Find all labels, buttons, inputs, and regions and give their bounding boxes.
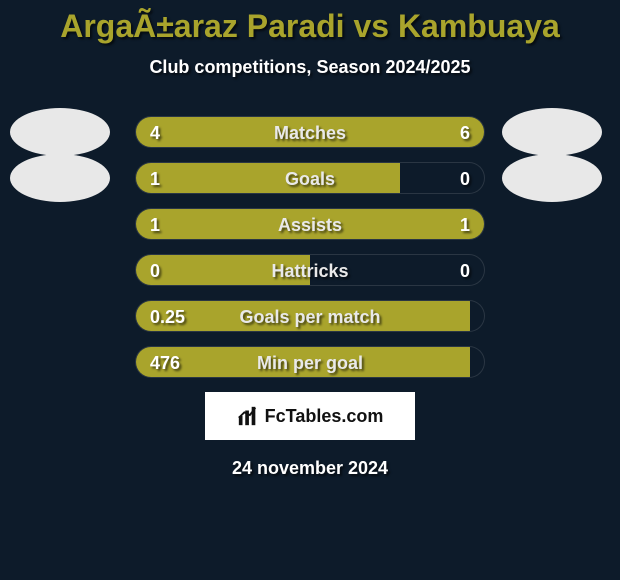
value-left: 1 xyxy=(150,163,160,194)
stat-row: Hattricks0 0 xyxy=(0,254,620,286)
page-title: ArgaÃ±araz Paradi vs Kambuaya xyxy=(0,0,620,45)
avatar-right xyxy=(502,108,602,156)
value-left: 476 xyxy=(150,347,180,378)
bar-container: Matches4 6 xyxy=(135,116,485,148)
logo-suffix: .com xyxy=(341,406,383,426)
stat-label: Min per goal xyxy=(136,347,484,378)
stat-row: Assists1 1 xyxy=(0,208,620,240)
logo-mid: Tables xyxy=(286,406,342,426)
chart-icon xyxy=(237,405,259,427)
stats-area: Matches46Goals10Assists11Hattricks00Goal… xyxy=(0,116,620,378)
logo-plate: FcTables.com xyxy=(205,392,415,440)
bar-container: Goals per match0.25 xyxy=(135,300,485,332)
value-right: 0 xyxy=(460,255,470,286)
value-right: 1 xyxy=(460,209,470,240)
bar-container: Hattricks0 0 xyxy=(135,254,485,286)
logo-text: FcTables.com xyxy=(265,406,384,427)
value-left: 1 xyxy=(150,209,160,240)
bar-container: Assists1 1 xyxy=(135,208,485,240)
stat-label: Goals xyxy=(136,163,484,194)
stat-label: Matches xyxy=(136,117,484,148)
value-left: 4 xyxy=(150,117,160,148)
stat-label: Assists xyxy=(136,209,484,240)
bar-container: Goals1 0 xyxy=(135,162,485,194)
value-left: 0.25 xyxy=(150,301,185,332)
stat-row: Goals1 0 xyxy=(0,162,620,194)
avatar-right xyxy=(502,154,602,202)
value-right: 0 xyxy=(460,163,470,194)
date-line: 24 november 2024 xyxy=(0,458,620,479)
stat-row: Goals per match0.25 xyxy=(0,300,620,332)
stat-label: Goals per match xyxy=(136,301,484,332)
subtitle: Club competitions, Season 2024/2025 xyxy=(0,57,620,78)
stat-row: Matches4 6 xyxy=(0,116,620,148)
value-right: 6 xyxy=(460,117,470,148)
value-left: 0 xyxy=(150,255,160,286)
stat-label: Hattricks xyxy=(136,255,484,286)
bar-container: Min per goal476 xyxy=(135,346,485,378)
stat-row: Min per goal476 xyxy=(0,346,620,378)
avatar-left xyxy=(10,154,110,202)
logo-prefix: Fc xyxy=(265,406,286,426)
avatar-left xyxy=(10,108,110,156)
